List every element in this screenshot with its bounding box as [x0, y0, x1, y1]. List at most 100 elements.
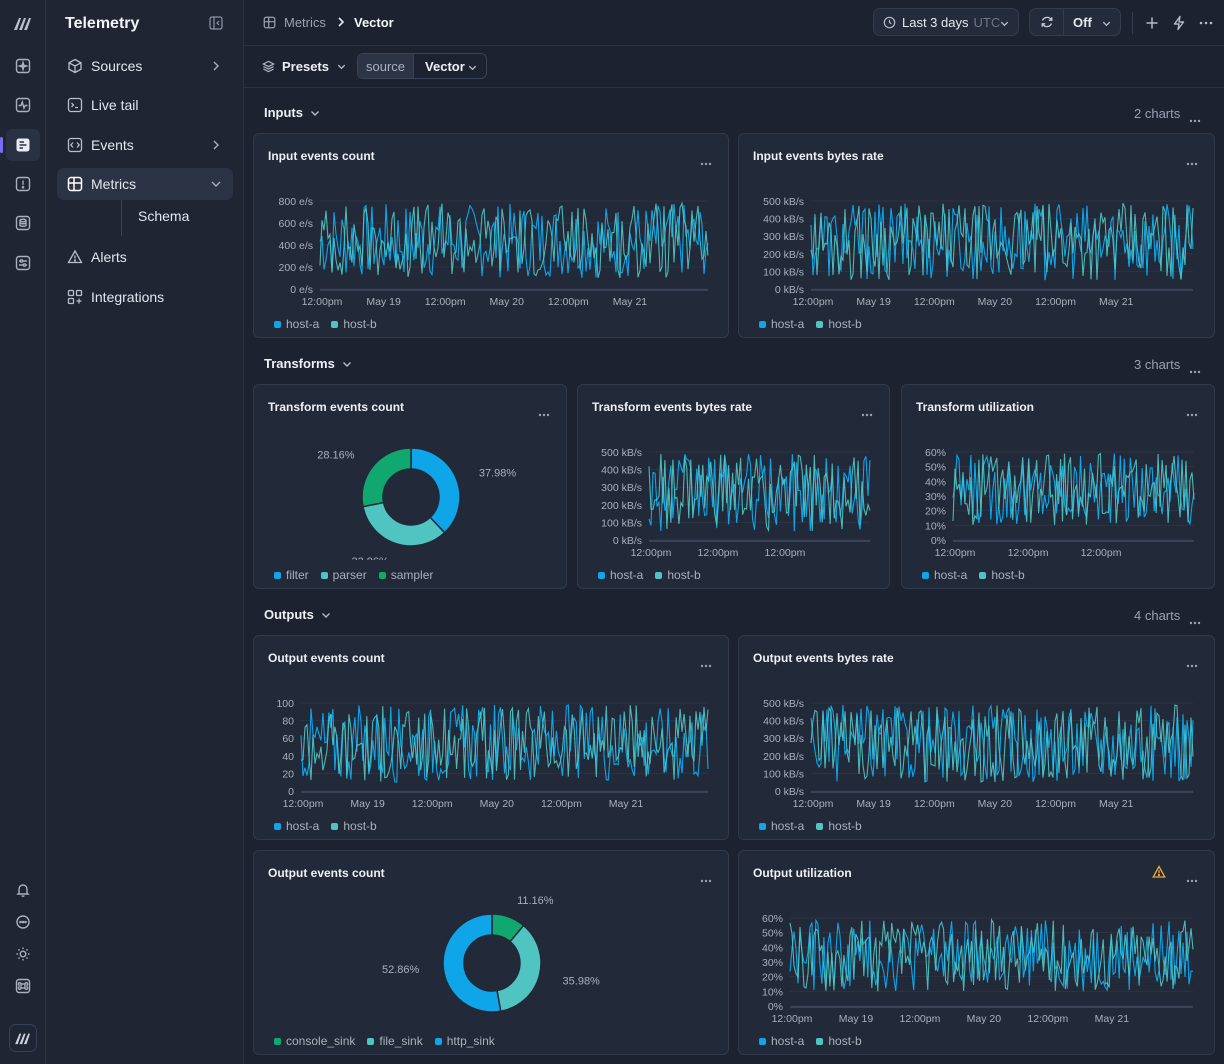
legend-item[interactable]: host-a	[759, 317, 804, 331]
chart-more-icon[interactable]	[700, 871, 712, 883]
chart-more-icon[interactable]	[1186, 154, 1198, 166]
legend-item[interactable]: sampler	[378, 568, 433, 582]
pie-label: 33.86%	[352, 556, 390, 560]
legend-item[interactable]: host-b	[655, 568, 701, 582]
legend-item[interactable]: host-a	[922, 568, 967, 582]
logs-icon[interactable]	[0, 129, 40, 161]
breadcrumb-parent[interactable]: Metrics	[284, 15, 326, 30]
workspace-logo-icon[interactable]	[9, 1024, 37, 1052]
sun-icon[interactable]	[12, 943, 34, 965]
y-tick-label: 100 kB/s	[601, 517, 642, 529]
section-more-icon[interactable]	[1189, 111, 1201, 123]
legend-swatch	[655, 571, 663, 579]
x-tick-label: 12:00pm	[1035, 798, 1076, 810]
series-line-host-b	[952, 452, 1195, 525]
bell-icon[interactable]	[12, 879, 34, 901]
section-outputs-toggle[interactable]: Outputs	[264, 607, 332, 622]
sidebar-item-metrics[interactable]: Metrics	[57, 168, 233, 200]
y-tick-label: 500 kB/s	[763, 698, 804, 710]
section-transforms-toggle[interactable]: Transforms	[264, 356, 353, 371]
legend-item[interactable]: parser	[320, 568, 367, 582]
legend-item[interactable]: host-b	[331, 819, 377, 833]
section-inputs-toggle[interactable]: Inputs	[264, 105, 321, 120]
refresh-icon[interactable]	[1030, 9, 1064, 35]
chevron-down-icon[interactable]	[1101, 17, 1112, 28]
legend-item[interactable]: host-a	[759, 819, 804, 833]
legend-item[interactable]: http_sink	[434, 1034, 495, 1048]
legend-item[interactable]: host-b	[816, 819, 862, 833]
top-bar: Metrics Vector Last 3 days UTC Off	[244, 0, 1224, 46]
database-icon[interactable]	[12, 212, 34, 234]
y-tick-label: 40%	[762, 942, 783, 954]
chart-title: Output events count	[268, 866, 385, 880]
chevron-down-icon	[341, 358, 353, 370]
auto-refresh-value[interactable]: Off	[1073, 14, 1092, 30]
y-tick-label: 10%	[762, 986, 783, 998]
x-tick-label: 12:00pm	[1008, 547, 1049, 559]
more-icon[interactable]	[1198, 15, 1214, 31]
legend-item[interactable]: host-a	[759, 1034, 804, 1048]
legend-swatch	[367, 1037, 375, 1045]
legend-swatch	[759, 320, 766, 328]
chevron-down-icon	[209, 177, 223, 191]
y-tick-label: 500 kB/s	[763, 196, 804, 208]
presets-dropdown[interactable]: Presets	[262, 59, 347, 74]
chart-more-icon[interactable]	[700, 154, 712, 166]
source-filter-chip[interactable]: source Vector	[357, 53, 487, 79]
time-range-picker[interactable]: Last 3 days UTC	[873, 8, 1019, 36]
sidebar-item-sources[interactable]: Sources	[57, 50, 233, 82]
legend-item[interactable]: host-a	[598, 568, 643, 582]
section-title: Transforms	[264, 356, 335, 371]
apps-plus-icon	[67, 289, 83, 305]
chat-icon[interactable]	[12, 911, 34, 933]
legend-item[interactable]: console_sink	[274, 1034, 355, 1048]
legend-item[interactable]: host-a	[274, 819, 319, 833]
legend-item[interactable]: host-b	[816, 1034, 862, 1048]
chart-more-icon[interactable]	[538, 405, 550, 417]
legend-label: host-a	[286, 317, 320, 331]
warning-icon[interactable]	[1152, 865, 1166, 879]
chart-more-icon[interactable]	[1186, 656, 1198, 668]
sidebar-subitem-schema[interactable]: Schema	[138, 208, 190, 224]
legend-label: host-b	[343, 317, 377, 331]
sidebar: Telemetry Sources Live tail Events Metri…	[46, 0, 244, 1064]
sidebar-item-live-tail[interactable]: Live tail	[57, 89, 233, 121]
chart-plot: 37.98% 33.86% 28.16%	[317, 447, 516, 560]
legend-label: host-b	[667, 568, 701, 582]
x-tick-label: 12:00pm	[412, 798, 453, 810]
chart-more-icon[interactable]	[1186, 871, 1198, 883]
lightning-icon[interactable]	[1171, 15, 1187, 31]
sidebar-item-alerts[interactable]: Alerts	[57, 241, 233, 273]
sparkle-icon[interactable]	[12, 55, 34, 77]
sidebar-item-events[interactable]: Events	[57, 129, 233, 161]
chart-title: Input events count	[268, 149, 375, 163]
sidebar-item-integrations[interactable]: Integrations	[57, 281, 233, 313]
legend-item[interactable]: host-a	[274, 317, 319, 331]
x-tick-label: 12:00pm	[765, 547, 806, 559]
plus-icon[interactable]	[1144, 15, 1160, 31]
legend-swatch	[274, 571, 281, 579]
logo-icon[interactable]	[12, 12, 34, 34]
chevron-down-icon	[467, 61, 478, 72]
legend-item[interactable]: host-b	[816, 317, 862, 331]
filter-value: Vector	[425, 58, 465, 74]
legend-label: host-a	[771, 1034, 805, 1048]
y-tick-label: 10%	[925, 520, 946, 532]
legend-item[interactable]: host-b	[331, 317, 377, 331]
activity-icon[interactable]	[12, 94, 34, 116]
command-icon[interactable]	[12, 975, 34, 997]
collapse-sidebar-icon[interactable]	[209, 16, 223, 30]
settings-sliders-icon[interactable]	[12, 252, 34, 274]
chart-more-icon[interactable]	[700, 656, 712, 668]
y-tick-label: 20%	[925, 506, 946, 518]
legend-swatch	[434, 1037, 442, 1045]
legend-item[interactable]: file_sink	[367, 1034, 423, 1048]
pie-slice-file_sink	[496, 924, 542, 1013]
chart-more-icon[interactable]	[1186, 405, 1198, 417]
legend-item[interactable]: host-b	[979, 568, 1025, 582]
chart-more-icon[interactable]	[861, 405, 873, 417]
alert-square-icon[interactable]	[12, 173, 34, 195]
section-more-icon[interactable]	[1189, 613, 1201, 625]
section-more-icon[interactable]	[1189, 362, 1201, 374]
legend-item[interactable]: filter	[274, 568, 309, 582]
